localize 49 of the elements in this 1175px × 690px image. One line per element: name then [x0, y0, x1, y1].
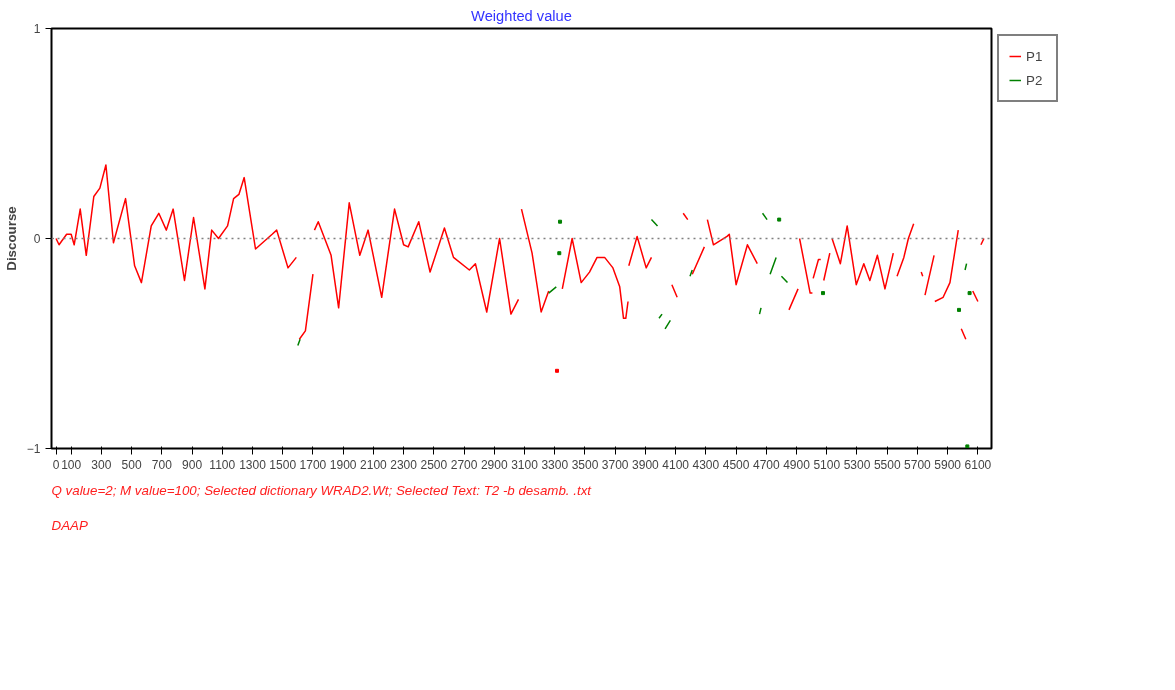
chart-title: Weighted value [471, 7, 572, 24]
x-tick-label: 3300 [541, 457, 569, 472]
text: DAAP [51, 517, 88, 533]
x-tick-label: 4700 [752, 457, 780, 472]
y-tick-label: 0 [33, 232, 41, 246]
x-tick-label: 1900 [329, 457, 357, 472]
legend-label: P2 [1026, 72, 1044, 88]
x-tick-label: 4900 [783, 457, 811, 472]
x-tick-label: 5500 [873, 457, 901, 472]
x-tick-label: 500 [121, 457, 142, 472]
x-tick-label: 1700 [299, 457, 327, 472]
x-tick-label: 1100 [209, 457, 236, 472]
x-tick-label: 5900 [934, 457, 962, 472]
text: Q value=2; M value=100; Selected dictionary WRAD2.Wt; Selected Text: T2 -b desamb. .txt [51, 482, 593, 498]
y-tick-label: −1 [26, 442, 41, 456]
x-tick-label: 2300 [390, 457, 418, 472]
x-tick-label: 3500 [571, 457, 599, 472]
point [777, 217, 782, 222]
x-tick-label: 3900 [632, 457, 660, 472]
x-tick-label: 5100 [813, 457, 841, 472]
point [965, 444, 970, 449]
x-tick-label: 6100 [964, 457, 992, 472]
y-axis-title: Discourse [3, 206, 19, 271]
x-tick-label: 4500 [722, 457, 750, 472]
legend-label: P1 [1026, 48, 1044, 64]
x-tick-label: 4300 [692, 457, 720, 472]
x-tick-label: 0 [52, 457, 60, 472]
x-tick-label: 5300 [843, 457, 871, 472]
x-tick-label: 5700 [904, 457, 932, 472]
x-tick-label: 3700 [601, 457, 629, 472]
point [557, 251, 562, 256]
x-tick-label: 1500 [269, 457, 297, 472]
x-tick-label: 3100 [511, 457, 539, 472]
x-tick-label: 900 [182, 457, 203, 472]
x-tick-label: 100 [61, 457, 82, 472]
point [957, 307, 962, 312]
point [967, 291, 972, 296]
point [555, 368, 560, 373]
x-tick-label: 4100 [662, 457, 690, 472]
point [821, 291, 825, 296]
x-tick-label: 2700 [450, 457, 478, 472]
x-tick-label: 2900 [480, 457, 508, 472]
x-tick-label: 300 [91, 457, 112, 472]
x-tick-label: 700 [151, 457, 173, 472]
y-tick-label: 1 [33, 22, 41, 36]
x-tick-label: 1300 [239, 457, 267, 472]
x-tick-label: 2500 [420, 457, 448, 472]
point [558, 219, 563, 224]
x-tick-label: 2100 [360, 457, 388, 472]
